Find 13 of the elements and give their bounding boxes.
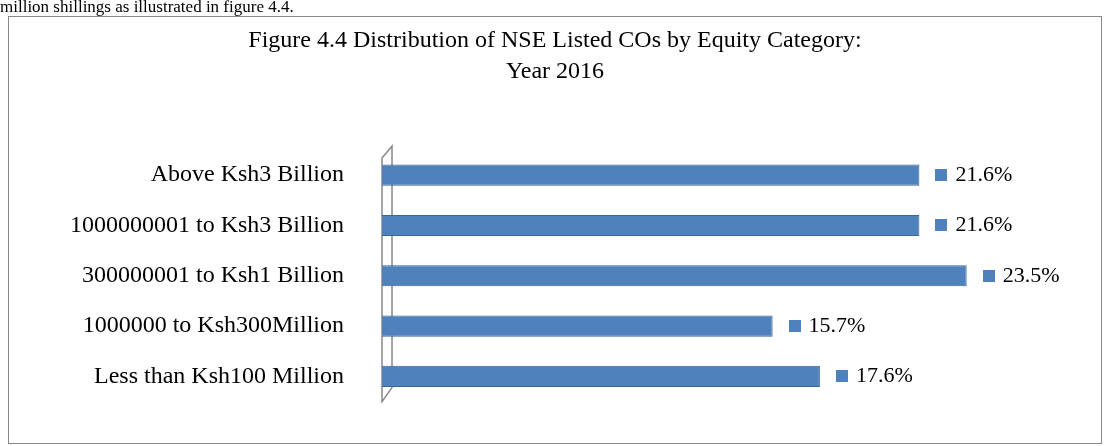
text: million shillings as illustrated in figure 4.4. [0,0,294,16]
y-tick-label: Above Ksh3 Billion [150,160,345,187]
text: Year 2016 [505,57,605,83]
y-tick-label: 300000001 to Ksh1 Billion [81,261,345,288]
data-label: 21.6% [955,211,1013,237]
data-label: 23.5% [1002,261,1060,287]
y-tick-label: 1000000 to Ksh300Million [82,311,345,338]
data-label: 15.7% [808,311,866,337]
y-tick-label: 1000000001 to Ksh3 Billion [69,210,345,237]
text: Figure 4.4 Distribution of NSE Listed COs by Equity Category: [248,26,862,52]
y-tick-label: Less than Ksh100 Million [94,361,345,388]
data-label: 17.6% [855,362,913,388]
data-label: 21.6% [955,160,1013,186]
